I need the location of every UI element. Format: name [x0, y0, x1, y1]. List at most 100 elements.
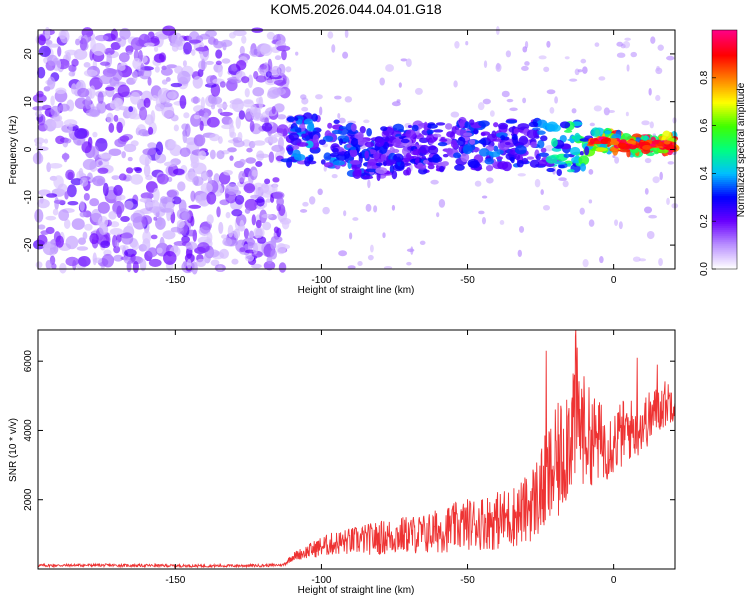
spectrogram-blob: [239, 247, 246, 253]
spectrogram-blob: [121, 151, 126, 159]
colorbar-cell: [712, 191, 737, 194]
colorbar-tick-label: 0.4: [699, 166, 710, 180]
colorbar-cell: [712, 177, 737, 180]
spectrogram-ridge-blob: [400, 138, 410, 144]
spectrogram-blob: [170, 114, 179, 122]
spectrogram-blob: [256, 196, 265, 207]
spectrogram-ridge-blob: [311, 113, 318, 122]
colorbar-cell: [712, 163, 737, 167]
spectrogram-blob: [241, 35, 247, 44]
spectrogram-blob: [192, 75, 203, 89]
colorbar-cell: [712, 141, 737, 145]
spectrogram-ridge-blob: [392, 138, 402, 148]
colorbar-cell: [712, 169, 737, 173]
spectrogram-blob: [84, 223, 93, 231]
spectrogram-blob: [115, 196, 122, 203]
spectrogram-blob: [190, 96, 201, 104]
colorbar-cell: [712, 199, 737, 202]
spectrogram-ridge-blob: [518, 135, 529, 146]
spectrogram-ridge-blob: [546, 167, 555, 173]
spectrogram-blob: [343, 210, 347, 217]
spectrogram-blob: [562, 180, 569, 188]
spectrogram-ridge-blob: [540, 135, 548, 142]
spectrogram-ridge-blob: [446, 147, 453, 156]
spectrogram-blob: [268, 151, 275, 163]
spectrogram-blob: [588, 199, 593, 204]
spectrogram-blob: [48, 162, 63, 169]
spectrogram-blob: [571, 108, 577, 114]
spectrogram-blob: [70, 83, 77, 95]
spectrogram-blob: [134, 167, 143, 174]
spectrogram-ridge-blob: [563, 153, 571, 158]
spectrogram-blob: [231, 258, 239, 265]
spectrogram-ridge-blob: [574, 132, 581, 142]
spectrogram-ridge-blob: [505, 141, 511, 146]
spectrogram-blob: [200, 182, 213, 193]
spectrogram-blob: [276, 242, 287, 255]
spectrogram-blob: [151, 95, 158, 102]
colorbar-cell: [712, 103, 737, 107]
spectrogram-blob: [112, 200, 125, 215]
spectrogram-blob: [385, 64, 395, 72]
spectrogram-ridge-blob: [433, 133, 442, 138]
colorbar-cell: [712, 201, 737, 204]
spectrogram-blob: [35, 110, 43, 118]
spectrogram-blob: [76, 246, 89, 251]
colorbar-cell: [712, 123, 737, 127]
spectrogram-blob: [179, 95, 187, 109]
spectrogram-ridge-blob: [426, 129, 434, 135]
spectrogram-ridge-blob: [327, 122, 333, 129]
spectrogram-blob: [162, 230, 176, 240]
snr-series-line: [37, 329, 676, 569]
spectrogram-blob: [599, 256, 604, 264]
spectrogram-blob: [301, 106, 309, 112]
spectrogram-blob: [450, 111, 460, 118]
spectrogram-ridge-blob: [349, 159, 361, 165]
x-tick-label: -50: [460, 575, 475, 586]
spectrogram-blob: [618, 221, 623, 230]
spectrogram-blob: [37, 224, 46, 230]
spectrogram-ridge-blob: [435, 122, 446, 126]
colorbar-cell: [712, 193, 737, 196]
spectrogram-ridge-blob: [380, 154, 387, 161]
spectrogram-ridge-blob: [528, 121, 539, 128]
spectrogram-blob: [266, 31, 275, 40]
spectrogram-blob: [235, 60, 247, 71]
spectrogram-blob: [98, 153, 112, 159]
spectrogram-ridge-blob: [538, 152, 550, 157]
spectrogram-blob: [481, 195, 488, 199]
spectrogram-blob: [50, 95, 55, 107]
spectrogram-blob: [363, 119, 370, 124]
spectrogram-blob: [391, 204, 396, 211]
spectrogram-ridge-blob: [442, 153, 449, 158]
spectrogram-blob: [184, 253, 195, 263]
spectrogram-blob: [116, 121, 123, 134]
spectrogram-ridge-blob: [666, 148, 673, 156]
spectrogram-blob: [108, 122, 115, 133]
spectrogram-blob: [186, 259, 192, 270]
spectrogram-ridge-blob: [432, 129, 444, 133]
spectrogram-ridge-blob: [427, 164, 435, 170]
spectrogram-core-blob: [626, 140, 637, 144]
spectrogram-blob: [154, 103, 165, 112]
colorbar-cell: [712, 69, 737, 73]
spectrogram-ridge-blob: [359, 126, 366, 134]
spectrogram-blob: [131, 240, 140, 251]
spectrogram-blob: [166, 190, 178, 198]
colorbar-cell: [712, 165, 737, 169]
spectrogram-blob: [192, 176, 204, 187]
spectrogram-ridge-blob: [286, 147, 294, 152]
spectrogram-blob: [367, 254, 374, 261]
spectrogram-ridge-blob: [500, 135, 506, 141]
colorbar-cell: [712, 155, 737, 159]
spectrogram-blob: [206, 116, 220, 128]
spectrogram-blob: [164, 161, 177, 167]
colorbar-cell: [712, 61, 737, 65]
colorbar-cell: [712, 139, 737, 143]
spectrogram-ridge-blob: [306, 123, 315, 132]
spectrogram-blob: [33, 137, 45, 144]
spectrogram-blob: [243, 183, 256, 194]
spectrogram-blob: [273, 132, 283, 138]
spectrogram-blob: [252, 87, 265, 97]
colorbar-cell: [712, 247, 737, 250]
